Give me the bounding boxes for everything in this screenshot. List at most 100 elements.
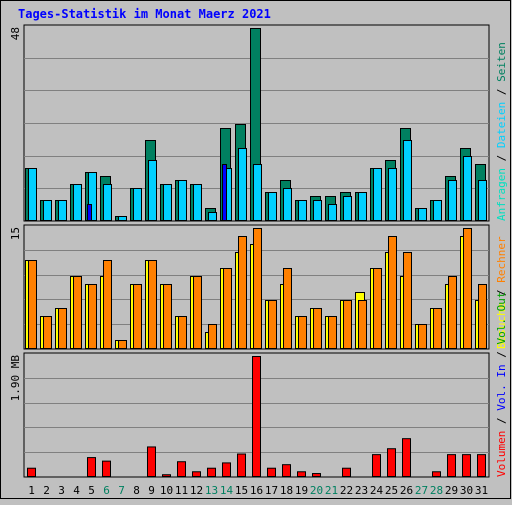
legend-middle-item: Rechner — [495, 236, 508, 283]
legend-bottom-separator: / — [495, 345, 508, 365]
x-tick-label: 7 — [118, 484, 125, 497]
bar-volumen — [342, 467, 351, 478]
x-tick-label: 29 — [445, 484, 458, 497]
bar-rechner — [238, 236, 247, 349]
bar-volumen — [447, 454, 456, 478]
x-tick-label: 16 — [250, 484, 263, 497]
bar-rechner — [268, 300, 277, 349]
bar-rechner — [223, 268, 232, 349]
bar-volumen — [387, 448, 396, 477]
bar-volumen — [162, 474, 171, 477]
legend-top-item: Seiten — [495, 42, 508, 82]
x-tick-label: 1 — [28, 484, 35, 497]
bar-dateien — [73, 184, 82, 221]
bar-rechner — [43, 316, 52, 349]
legend-bottom: Volumen / Vol. In / Vol. Out — [495, 292, 508, 477]
bar-dateien — [373, 168, 382, 221]
bar-rechner — [73, 276, 82, 349]
x-tick-label: 18 — [280, 484, 293, 497]
bar-dateien — [343, 196, 352, 221]
legend-bottom-item: Vol. Out — [495, 292, 508, 345]
bar-rechner — [373, 268, 382, 349]
bar-volumen — [267, 467, 276, 478]
bar-volumen — [237, 453, 246, 478]
bar-dateien — [448, 180, 457, 221]
bar-dateien — [388, 168, 397, 221]
bar-dateien — [193, 184, 202, 221]
bar-dateien — [238, 148, 247, 221]
bar-rechner — [253, 228, 262, 349]
bar-dateien — [208, 212, 217, 221]
bar-dateien — [283, 188, 292, 221]
x-tick-label: 30 — [460, 484, 473, 497]
bar-rechner — [28, 260, 37, 349]
bar-volumen — [402, 438, 411, 477]
x-tick-label: 31 — [475, 484, 488, 497]
bar-volumen — [297, 471, 306, 477]
bar-rechner — [358, 300, 367, 349]
bar-rechner — [433, 308, 442, 349]
bar-rechner — [133, 284, 142, 349]
bar-dateien — [268, 192, 277, 221]
x-tick-label: 21 — [325, 484, 338, 497]
chart-title: Tages-Statistik im Monat Maerz 2021 — [18, 7, 271, 21]
bar-dateien — [148, 160, 157, 221]
middle-y-max-label: 15 — [9, 227, 22, 240]
bar-rechner — [88, 284, 97, 349]
bar-rechner — [478, 284, 487, 349]
x-tick-label: 23 — [355, 484, 368, 497]
x-tick-label: 4 — [73, 484, 80, 497]
bar-dateien — [28, 168, 37, 221]
legend-bottom-item: Vol. In — [495, 364, 508, 410]
legend-top-separator: / — [495, 148, 508, 168]
bar-volumen — [282, 464, 291, 477]
bar-rechner — [118, 340, 127, 349]
bar-seiten — [87, 204, 92, 221]
bar-volumen — [147, 446, 156, 478]
bar-volumen — [177, 461, 186, 478]
x-tick-label: 27 — [415, 484, 428, 497]
bar-dateien — [133, 188, 142, 221]
bar-rechner — [208, 324, 217, 349]
bar-volumen — [462, 454, 471, 478]
x-tick-label: 10 — [160, 484, 173, 497]
top-y-max-label: 48 — [9, 27, 22, 40]
x-tick-label: 13 — [205, 484, 218, 497]
bar-dateien — [433, 200, 442, 221]
x-tick-label: 22 — [340, 484, 353, 497]
bottom-y-max-label: 1.90 MB — [9, 355, 22, 402]
bar-rechner — [328, 316, 337, 349]
x-tick-label: 14 — [220, 484, 234, 497]
bar-volumen — [87, 457, 96, 477]
bar-rechner — [178, 316, 187, 349]
legend-top-separator: / — [495, 82, 508, 102]
x-tick-label: 17 — [265, 484, 278, 497]
bar-rechner — [388, 236, 397, 349]
bar-volumen — [222, 462, 231, 477]
bar-volumen — [192, 471, 201, 477]
legend-top-item: Dateien — [495, 102, 508, 148]
bar-dateien — [358, 192, 367, 221]
bar-rechner — [58, 308, 67, 349]
bar-dateien — [418, 208, 427, 221]
x-tick-label: 19 — [295, 484, 308, 497]
bar-dateien — [43, 200, 52, 221]
bar-dateien — [313, 200, 322, 221]
bar-rechner — [403, 252, 412, 349]
x-tick-label: 11 — [175, 484, 188, 497]
bar-rechner — [343, 300, 352, 349]
x-tick-label: 8 — [133, 484, 140, 497]
legend-middle: Besuche / Rechner — [495, 236, 508, 349]
bar-rechner — [313, 308, 322, 349]
x-tick-label: 24 — [370, 484, 384, 497]
bar-rechner — [193, 276, 202, 349]
bar-rechner — [418, 324, 427, 349]
bar-rechner — [448, 276, 457, 349]
bar-dateien — [463, 156, 472, 221]
x-tick-label: 12 — [190, 484, 203, 497]
x-tick-label: 6 — [103, 484, 110, 497]
bar-volumen — [252, 356, 261, 477]
